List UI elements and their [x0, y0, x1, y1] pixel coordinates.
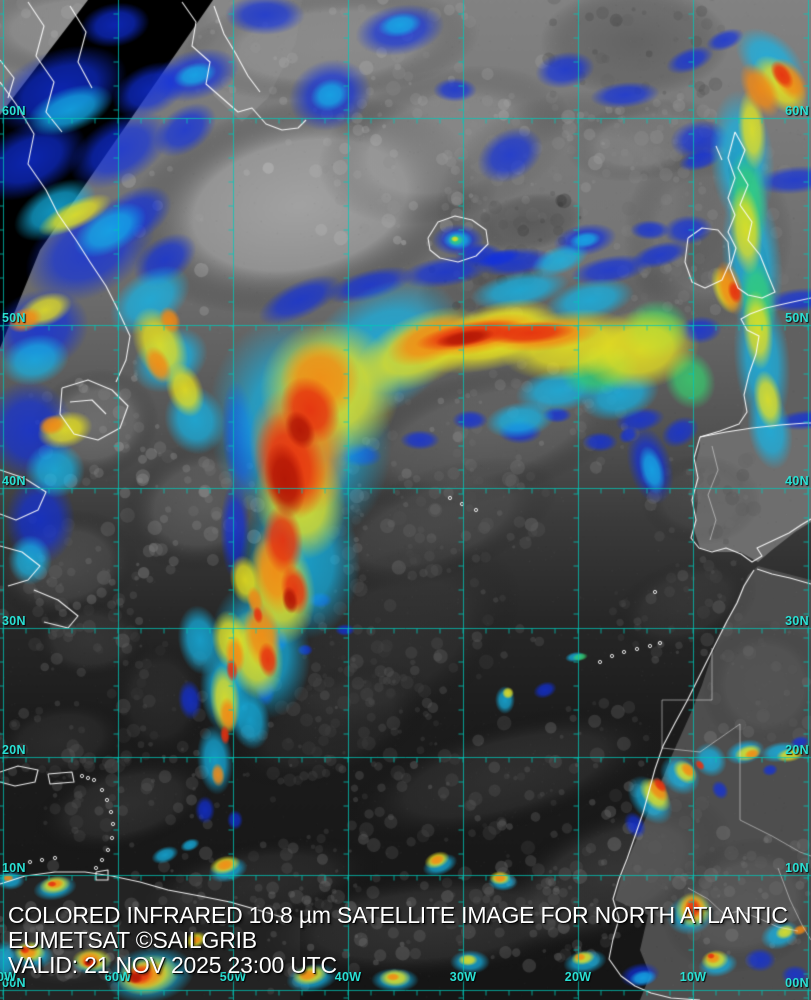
latitude-label-left: 00N — [2, 976, 26, 990]
latitude-label-right: 40N — [785, 474, 809, 488]
image-caption: COLORED INFRARED 10.8 µm SATELLITE IMAGE… — [8, 903, 788, 978]
longitude-label: 20W — [564, 970, 592, 984]
latitude-label-right: 30N — [785, 614, 809, 628]
latitude-label-right: 00N — [785, 976, 809, 990]
latitude-label-left: 60N — [2, 104, 26, 118]
longitude-label: 50W — [219, 970, 247, 984]
caption-line-1: COLORED INFRARED 10.8 µm SATELLITE IMAGE… — [8, 902, 788, 928]
latitude-label-right: 50N — [785, 311, 809, 325]
latitude-label-left: 30N — [2, 614, 26, 628]
longitude-label: 30W — [449, 970, 477, 984]
longitude-label: 60W — [104, 970, 132, 984]
latitude-label-left: 10N — [2, 861, 26, 875]
latitude-label-right: 60N — [785, 104, 809, 118]
longitude-label: 10W — [679, 970, 707, 984]
caption-line-3: VALID: 21 NOV 2025 23:00 UTC — [8, 952, 337, 978]
latitude-label-left: 50N — [2, 311, 26, 325]
latitude-label-left: 20N — [2, 743, 26, 757]
latitude-label-right: 10N — [785, 861, 809, 875]
caption-line-2: EUMETSAT ©SAILGRIB — [8, 927, 257, 953]
latitude-label-left: 40N — [2, 474, 26, 488]
longitude-label: 40W — [334, 970, 362, 984]
latitude-label-right: 20N — [785, 743, 809, 757]
longitude-label: 70W — [0, 970, 17, 984]
